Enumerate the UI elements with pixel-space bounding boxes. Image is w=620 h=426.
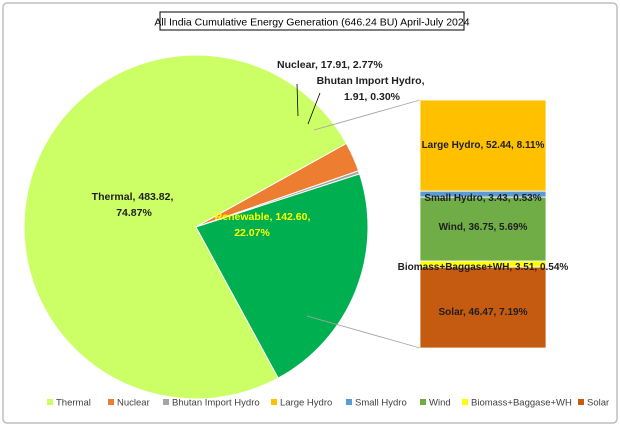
legend-entry-biomass-baggase-wh: Biomass+Baggase+WH bbox=[462, 398, 572, 409]
slice-label-bhutan-line-2: 1.91, 0.30% bbox=[344, 91, 401, 103]
breakdown-labels: Large Hydro, 52.44, 8.11% Small Hydro, 3… bbox=[398, 140, 569, 318]
legend-entry-nuclear: Nuclear bbox=[108, 398, 150, 409]
slice-label-bhutan: Bhutan Import Hydro, 1.91, 0.30% bbox=[317, 75, 428, 103]
legend-swatch-bhutan-import-hydro bbox=[163, 399, 169, 405]
nuclear-leader-line bbox=[296, 83, 299, 117]
segment-label-biomass: Biomass+Baggase+WH, 3.51, 0.54% bbox=[398, 262, 569, 273]
connector-line-bottom bbox=[306, 315, 421, 349]
legend-label-large-hydro: Large Hydro bbox=[280, 398, 332, 409]
legend-label-solar: Solar bbox=[587, 398, 609, 409]
connector-lines bbox=[306, 99, 421, 349]
legend-label-wind: Wind bbox=[429, 398, 451, 409]
legend-entry-solar: Solar bbox=[578, 398, 609, 409]
slice-label-bhutan-line-1: Bhutan Import Hydro, bbox=[317, 75, 425, 87]
legend-swatch-solar bbox=[578, 399, 584, 405]
legend-label-biomass-baggase-wh: Biomass+Baggase+WH bbox=[471, 398, 572, 409]
connector-line-top bbox=[313, 99, 421, 131]
legend-entry-wind: Wind bbox=[420, 398, 451, 409]
pie-slice-thermal bbox=[23, 54, 348, 400]
legend-swatch-thermal bbox=[47, 399, 53, 405]
pie-slices bbox=[23, 54, 369, 400]
slice-label-renewable-line-2: 22.07% bbox=[234, 227, 270, 239]
legend: Thermal Nuclear Bhutan Import Hydro Large H… bbox=[47, 398, 609, 409]
segment-label-wind: Wind, 36.75, 5.69% bbox=[439, 222, 528, 233]
bar-segment-large-hydro bbox=[419, 99, 547, 192]
bar-segment-solar bbox=[419, 266, 547, 349]
legend-swatch-wind bbox=[420, 399, 426, 405]
legend-swatch-biomass-baggase-wh bbox=[462, 399, 468, 405]
slice-label-renewable: Renewable, 142.60, 22.07% bbox=[215, 211, 314, 239]
segment-label-large-hydro: Large Hydro, 52.44, 8.11% bbox=[422, 140, 545, 151]
breakdown-bar bbox=[419, 99, 547, 349]
legend-label-nuclear: Nuclear bbox=[117, 398, 150, 409]
legend-label-small-hydro: Small Hydro bbox=[355, 398, 407, 409]
segment-label-solar: Solar, 46.47, 7.19% bbox=[439, 307, 528, 318]
segment-label-small-hydro: Small Hydro, 3.43, 0.53% bbox=[424, 193, 541, 204]
bhutan-leader-line bbox=[307, 92, 321, 125]
legend-entry-small-hydro: Small Hydro bbox=[346, 398, 407, 409]
slice-label-thermal: Thermal, 483.82, 74.87% bbox=[92, 191, 177, 219]
slice-label-nuclear-line-1: Nuclear, 17.91, 2.77% bbox=[277, 59, 383, 71]
chart-title: All India Cumulative Energy Generation (… bbox=[154, 17, 469, 29]
legend-label-thermal: Thermal bbox=[56, 398, 91, 409]
bar-segment-wind bbox=[419, 196, 547, 262]
legend-entry-thermal: Thermal bbox=[47, 398, 91, 409]
legend-swatch-large-hydro bbox=[271, 399, 277, 405]
legend-entry-large-hydro: Large Hydro bbox=[271, 398, 332, 409]
chart-title-box bbox=[159, 11, 465, 31]
legend-swatch-small-hydro bbox=[346, 399, 352, 405]
slice-label-renewable-line-1: Renewable, 142.60, bbox=[215, 211, 311, 223]
legend-entry-bhutan-import-hydro: Bhutan Import Hydro bbox=[163, 398, 260, 409]
legend-label-bhutan-import-hydro: Bhutan Import Hydro bbox=[172, 398, 260, 409]
slice-label-thermal-line-1: Thermal, 483.82, bbox=[92, 191, 174, 203]
pie-slice-renewable bbox=[195, 173, 369, 379]
slice-label-nuclear: Nuclear, 17.91, 2.77% bbox=[277, 59, 383, 71]
slice-label-thermal-line-2: 74.87% bbox=[116, 207, 152, 219]
legend-swatch-nuclear bbox=[108, 399, 114, 405]
